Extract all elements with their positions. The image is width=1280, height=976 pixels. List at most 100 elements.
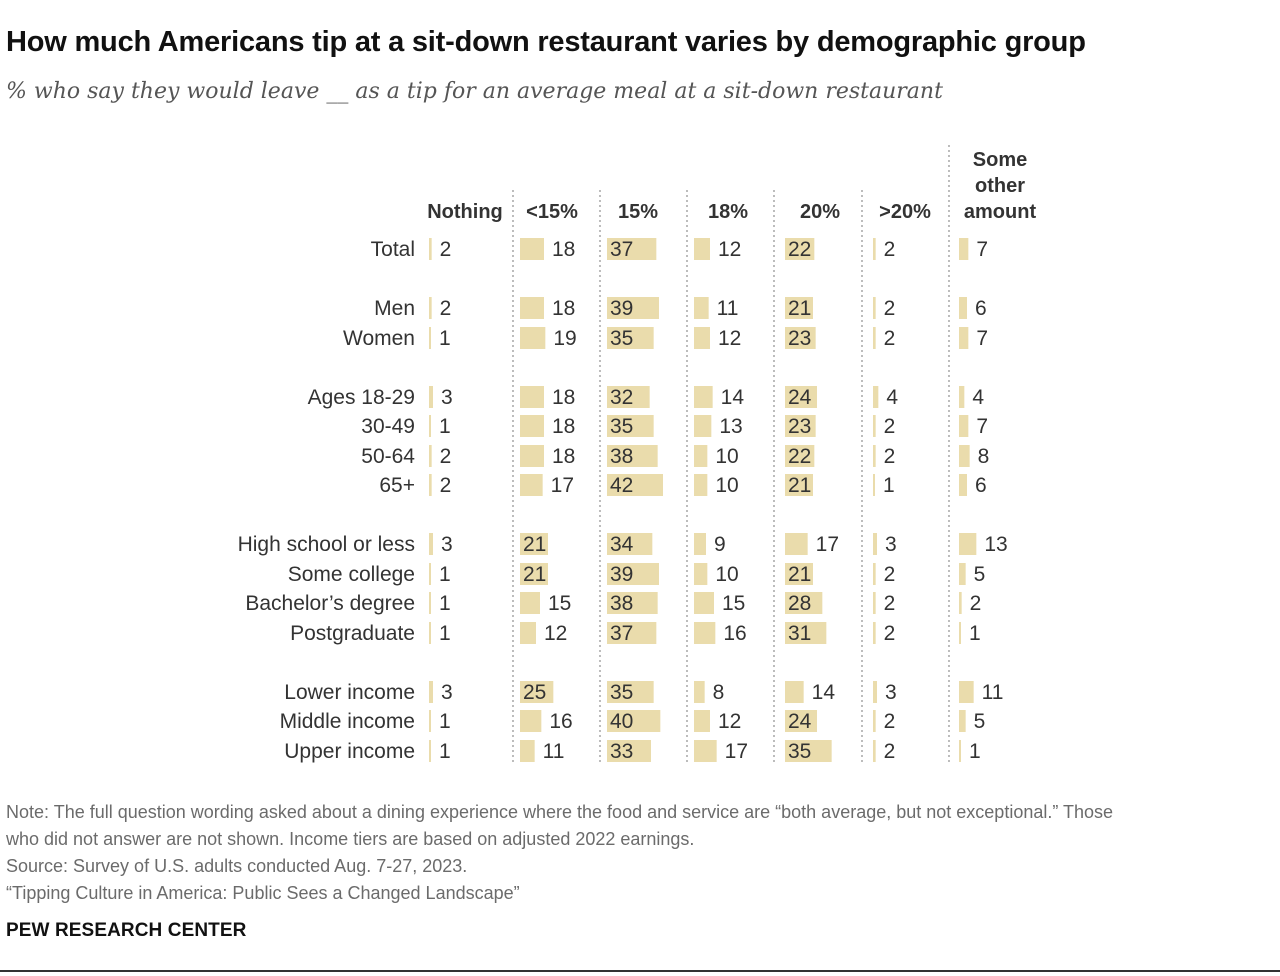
bar-nothing (429, 563, 431, 585)
bar-p18 (694, 563, 708, 585)
value-label-nothing: 2 (440, 445, 452, 468)
bar-p15 (607, 592, 658, 614)
value-label-lt15: 12 (544, 622, 567, 645)
value-label-nothing: 2 (440, 474, 452, 497)
row-label: Some college (288, 563, 415, 586)
value-label-gt20: 2 (884, 740, 896, 763)
column-header-p20: 20% (800, 201, 840, 223)
value-label-lt15: 18 (552, 386, 575, 409)
value-label-nothing: 2 (440, 238, 452, 261)
bar-lt15 (520, 592, 540, 614)
value-label-p18: 8 (713, 681, 725, 704)
bar-other (959, 533, 977, 555)
bar-p18 (694, 740, 717, 762)
value-label-lt15: 11 (543, 740, 565, 763)
bar-p18 (694, 445, 708, 467)
value-label-nothing: 1 (439, 327, 451, 350)
bar-p20 (785, 592, 823, 614)
value-label-p15: 34 (610, 533, 634, 556)
column-header-other: amount (964, 201, 1037, 223)
bar-gt20 (873, 386, 879, 408)
bar-nothing (429, 533, 433, 555)
bar-gt20 (873, 592, 876, 614)
bar-other (959, 622, 961, 644)
column-header-p15: 15% (618, 201, 658, 223)
tip-amount-chart: Nothing <15% 15% 18% 20% >20% Some other amount T… (238, 145, 1037, 765)
row-label: Men (374, 297, 415, 320)
bar-gt20 (873, 297, 876, 319)
bar-lt15 (520, 740, 535, 762)
value-label-other: 11 (982, 681, 1004, 704)
bar-p18 (694, 327, 710, 349)
value-label-p15: 35 (610, 681, 633, 704)
value-label-nothing: 3 (441, 533, 453, 556)
value-label-gt20: 1 (883, 474, 895, 497)
bar-other (959, 386, 965, 408)
value-label-gt20: 2 (884, 415, 896, 438)
bar-p15 (607, 533, 653, 555)
bar-p20 (785, 238, 815, 260)
bar-lt15 (520, 533, 548, 555)
value-label-p15: 37 (610, 622, 633, 645)
bar-other (959, 740, 961, 762)
bar-p20 (785, 474, 813, 496)
value-label-other: 1 (969, 622, 981, 645)
bar-p18 (694, 238, 710, 260)
bar-nothing (429, 710, 431, 732)
value-label-gt20: 4 (886, 386, 898, 409)
value-label-p18: 17 (725, 740, 748, 763)
value-label-other: 6 (975, 474, 987, 497)
value-label-nothing: 2 (440, 297, 452, 320)
source-line: Source: Survey of U.S. adults conducted … (6, 856, 468, 876)
bar-other (959, 415, 969, 437)
value-label-lt15: 25 (523, 681, 546, 704)
chart-notes: Note: The full question wording asked ab… (6, 799, 1271, 907)
chart-title: How much Americans tip at a sit-down res… (6, 26, 1086, 58)
bar-other (959, 474, 967, 496)
value-label-p20: 21 (788, 563, 811, 586)
value-label-p15: 38 (610, 592, 633, 615)
bar-p20 (785, 327, 816, 349)
bar-lt15 (520, 386, 544, 408)
bar-p18 (694, 415, 712, 437)
brand-name: PEW RESEARCH CENTER (6, 920, 247, 941)
bar-p18 (694, 710, 710, 732)
bar-lt15 (520, 681, 554, 703)
row-label: Bachelor’s degree (245, 592, 415, 615)
value-label-gt20: 2 (884, 445, 896, 468)
value-label-other: 4 (972, 386, 984, 409)
bar-other (959, 710, 966, 732)
bar-nothing (429, 474, 432, 496)
bar-p20 (785, 622, 827, 644)
value-label-p18: 9 (714, 533, 726, 556)
value-label-p18: 12 (718, 710, 741, 733)
value-label-p15: 35 (610, 327, 633, 350)
value-label-nothing: 1 (439, 710, 451, 733)
value-label-gt20: 2 (884, 592, 896, 615)
value-label-p18: 12 (718, 327, 741, 350)
value-label-p20: 14 (812, 681, 836, 704)
bar-lt15 (520, 622, 536, 644)
bar-other (959, 445, 970, 467)
bar-gt20 (873, 740, 876, 762)
bar-nothing (429, 415, 431, 437)
value-label-p15: 35 (610, 415, 633, 438)
bar-p18 (694, 622, 716, 644)
value-label-p18: 13 (719, 415, 742, 438)
value-label-p20: 17 (816, 533, 839, 556)
bar-other (959, 563, 966, 585)
value-label-lt15: 18 (552, 238, 575, 261)
column-header-other: other (975, 175, 1025, 197)
note-line-1: Note: The full question wording asked ab… (6, 802, 1114, 822)
value-label-p15: 40 (610, 710, 633, 733)
value-label-p20: 22 (788, 445, 811, 468)
value-label-p20: 24 (788, 386, 812, 409)
bar-p15 (607, 474, 663, 496)
bar-other (959, 681, 974, 703)
bar-gt20 (873, 474, 875, 496)
value-label-p18: 11 (717, 297, 739, 320)
bar-other (959, 327, 969, 349)
row-label: Total (371, 238, 415, 261)
value-label-lt15: 18 (552, 415, 575, 438)
value-label-p15: 32 (610, 386, 633, 409)
